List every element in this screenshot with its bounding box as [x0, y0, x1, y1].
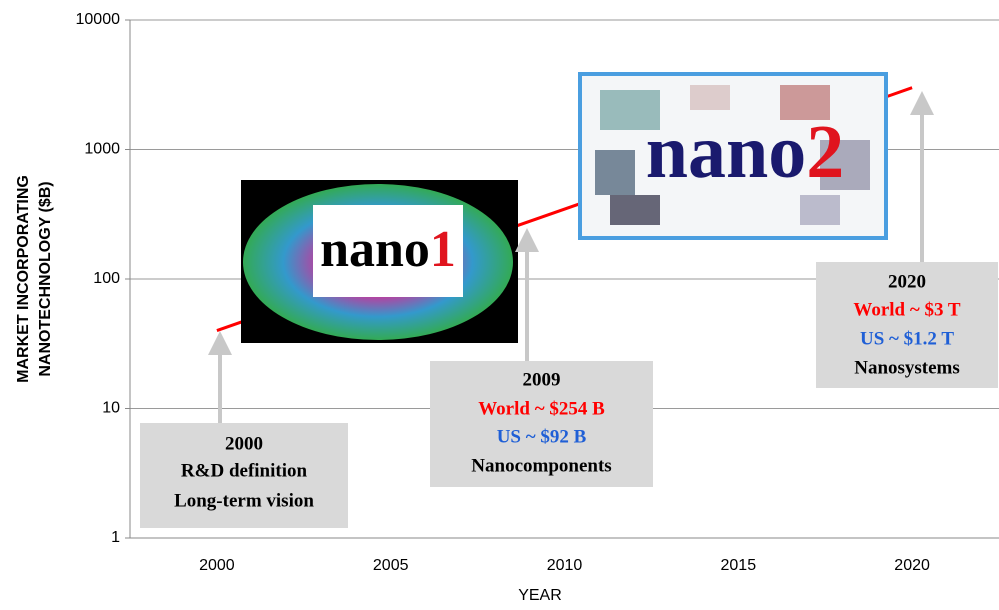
y-axis-label: NANOTECHNOLOGY ($B) [37, 181, 54, 376]
y-axis-label: MARKET INCORPORATING [15, 175, 32, 383]
image-nano1: nano1 [241, 180, 518, 343]
annotation-text: US ~ $92 B [497, 426, 587, 447]
annotation-text: 2000 [225, 433, 263, 454]
annotation-text: US ~ $1.2 T [860, 328, 954, 349]
image-thumb [820, 140, 870, 190]
annotation-text: Nanosystems [854, 357, 960, 378]
annotation-text: Nanocomponents [471, 455, 611, 476]
y-tick-label: 1 [111, 529, 120, 546]
annotation-box [140, 423, 348, 528]
y-tick-label: 10000 [76, 11, 121, 28]
annotation-text: World ~ $254 B [478, 398, 605, 419]
x-tick-label: 2010 [547, 557, 583, 574]
annotation-box [816, 262, 998, 388]
image-thumb [600, 90, 660, 130]
image-thumb [595, 150, 635, 195]
annotation-text: 2020 [888, 271, 926, 292]
y-tick-label: 1000 [84, 141, 120, 158]
annotation-text: R&D definition [181, 460, 308, 481]
image-thumb [800, 195, 840, 225]
y-tick-label: 100 [93, 270, 120, 287]
x-tick-label: 2020 [894, 557, 930, 574]
y-tick-label: 10 [102, 400, 120, 417]
image-thumb [690, 85, 730, 110]
image-text: nano1 [320, 221, 456, 278]
image-nano2: nano2 [578, 72, 888, 240]
image-number: 2 [806, 110, 844, 194]
image-number: 1 [430, 221, 456, 278]
image-thumb [610, 195, 660, 225]
annotation-text: World ~ $3 T [853, 299, 961, 320]
annotation-text: Long-term vision [174, 490, 314, 511]
image-thumb [780, 85, 830, 120]
image-word: nano [320, 221, 430, 278]
annotation-box [430, 361, 653, 487]
annotation-text: 2009 [523, 369, 561, 390]
x-tick-label: 2015 [721, 557, 757, 574]
x-tick-label: 2000 [199, 557, 235, 574]
image-word: nano [646, 110, 807, 194]
image-inner [313, 205, 463, 297]
x-tick-label: 2005 [373, 557, 409, 574]
image-text: nano2 [646, 110, 845, 194]
x-axis-label: YEAR [518, 587, 562, 604]
